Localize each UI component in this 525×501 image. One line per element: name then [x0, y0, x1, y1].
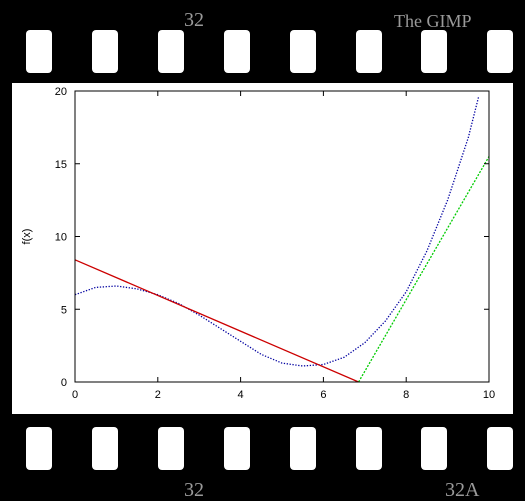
y-tick-label: 10	[55, 232, 67, 244]
y-tick-label: 15	[55, 159, 67, 171]
sprocket-hole	[26, 30, 52, 73]
sprocket-hole	[487, 30, 513, 73]
y-tick-label: 5	[61, 304, 67, 316]
sprocket-hole	[356, 30, 382, 73]
frame-number-top: 32	[184, 9, 204, 31]
film-brand-text: The GIMP	[394, 11, 472, 31]
sprocket-hole	[92, 30, 118, 73]
sprocket-hole	[487, 427, 513, 470]
sprocket-hole	[224, 30, 250, 73]
sprocket-hole	[290, 427, 316, 470]
x-tick-label: 8	[403, 389, 409, 401]
series-line-3	[358, 156, 489, 382]
y-tick-label: 0	[61, 377, 67, 389]
chart: 0 2 4 6 8 10 0 5 10 15 20 f(x)	[21, 86, 495, 401]
sprocket-hole	[290, 30, 316, 73]
sprocket-hole	[158, 427, 184, 470]
sprocket-hole	[224, 427, 250, 470]
sprocket-hole	[92, 427, 118, 470]
sprocket-hole	[356, 427, 382, 470]
y-axis-label: f(x)	[21, 229, 33, 245]
film-frame: 0 2 4 6 8 10 0 5 10 15 20 f(x)	[12, 83, 513, 414]
plot-border	[74, 90, 490, 383]
frame-number-bottom: 32	[184, 479, 204, 501]
sprocket-hole	[421, 30, 447, 73]
series-line-2	[75, 259, 359, 382]
x-tick-label: 6	[320, 389, 326, 401]
x-tick-label: 2	[155, 389, 161, 401]
sprocket-hole	[26, 427, 52, 470]
sprocket-hole	[421, 427, 447, 470]
x-tick-label: 10	[483, 389, 495, 401]
sprocket-hole	[158, 30, 184, 73]
y-tick-label: 20	[55, 86, 67, 98]
frame-code-bottom: 32A	[445, 479, 480, 501]
x-tick-label: 4	[238, 389, 244, 401]
x-tick-label: 0	[72, 389, 78, 401]
series-line-1	[75, 96, 480, 367]
